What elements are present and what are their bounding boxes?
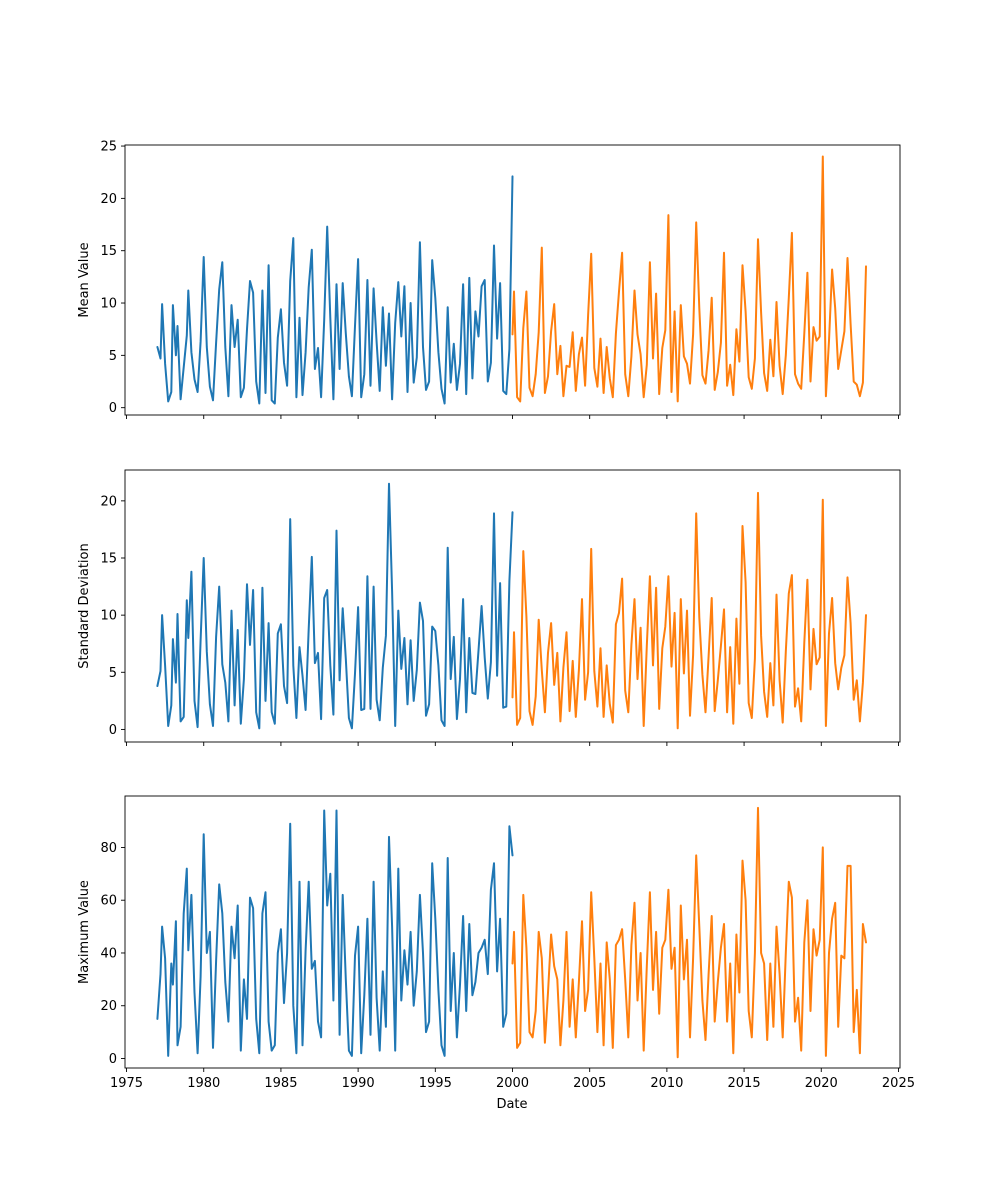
x-tick-label: 1985 bbox=[264, 1076, 297, 1091]
x-tick-label: 1980 bbox=[187, 1076, 220, 1091]
y-axis-ticks: 0 5 10 15 20 25 bbox=[100, 140, 125, 416]
panel-mean-value: 0 5 10 15 20 25 Mean Value bbox=[77, 140, 901, 419]
y-tick-label: 15 bbox=[100, 552, 117, 567]
x-tick-label: 2005 bbox=[573, 1076, 606, 1091]
y-tick-label: 0 bbox=[109, 401, 117, 416]
y-axis-label: Mean Value bbox=[77, 242, 92, 317]
y-tick-label: 10 bbox=[100, 297, 117, 312]
y-tick-label: 20 bbox=[100, 999, 117, 1014]
x-tick-label: 2010 bbox=[650, 1076, 683, 1091]
series-line-2 bbox=[511, 155, 867, 403]
x-tick-label: 1975 bbox=[110, 1076, 143, 1091]
y-axis-ticks: 0 5 10 15 20 bbox=[100, 494, 125, 738]
series-line-1 bbox=[156, 809, 514, 1057]
y-tick-label: 10 bbox=[100, 609, 117, 624]
y-tick-label: 40 bbox=[100, 946, 117, 961]
series-line-1 bbox=[156, 175, 514, 405]
x-axis-ticks bbox=[126, 742, 899, 746]
y-tick-label: 60 bbox=[100, 894, 117, 909]
y-tick-label: 15 bbox=[100, 244, 117, 259]
series-line-1 bbox=[156, 482, 514, 730]
x-tick-label: 2025 bbox=[882, 1076, 915, 1091]
series-layer bbox=[156, 482, 867, 730]
x-tick-label: 2020 bbox=[805, 1076, 838, 1091]
x-tick-label: 2000 bbox=[496, 1076, 529, 1091]
series-line-2 bbox=[511, 491, 867, 730]
x-tick-label: 1995 bbox=[419, 1076, 452, 1091]
x-tick-label: 2015 bbox=[728, 1076, 761, 1091]
x-tick-label: 1990 bbox=[342, 1076, 375, 1091]
y-tick-label: 25 bbox=[100, 140, 117, 155]
series-line-2 bbox=[511, 806, 867, 1059]
y-axis-label: Standard Deviation bbox=[77, 543, 92, 668]
y-tick-label: 0 bbox=[109, 723, 117, 738]
y-tick-label: 20 bbox=[100, 192, 117, 207]
y-axis-ticks: 0 20 40 60 80 bbox=[100, 841, 125, 1067]
y-axis-label: Maximum Value bbox=[77, 880, 92, 984]
series-layer bbox=[156, 806, 867, 1059]
x-axis-ticks: 1975 1980 1985 1990 1995 2000 2005 2010 2015 2020… bbox=[110, 1068, 915, 1091]
panel-standard-deviation: 0 5 10 15 20 Standard Deviation bbox=[77, 469, 901, 746]
x-axis-ticks bbox=[126, 415, 899, 419]
y-tick-label: 0 bbox=[109, 1052, 117, 1067]
y-tick-label: 80 bbox=[100, 841, 117, 856]
panel-maximum-value: 0 20 40 60 80 1975 1980 1985 1990 1995 2000 2005 20… bbox=[77, 795, 915, 1091]
y-tick-label: 5 bbox=[109, 349, 117, 364]
x-axis-label: Date bbox=[496, 1097, 527, 1112]
y-tick-label: 5 bbox=[109, 666, 117, 681]
series-layer bbox=[156, 155, 867, 405]
y-tick-label: 20 bbox=[100, 494, 117, 509]
